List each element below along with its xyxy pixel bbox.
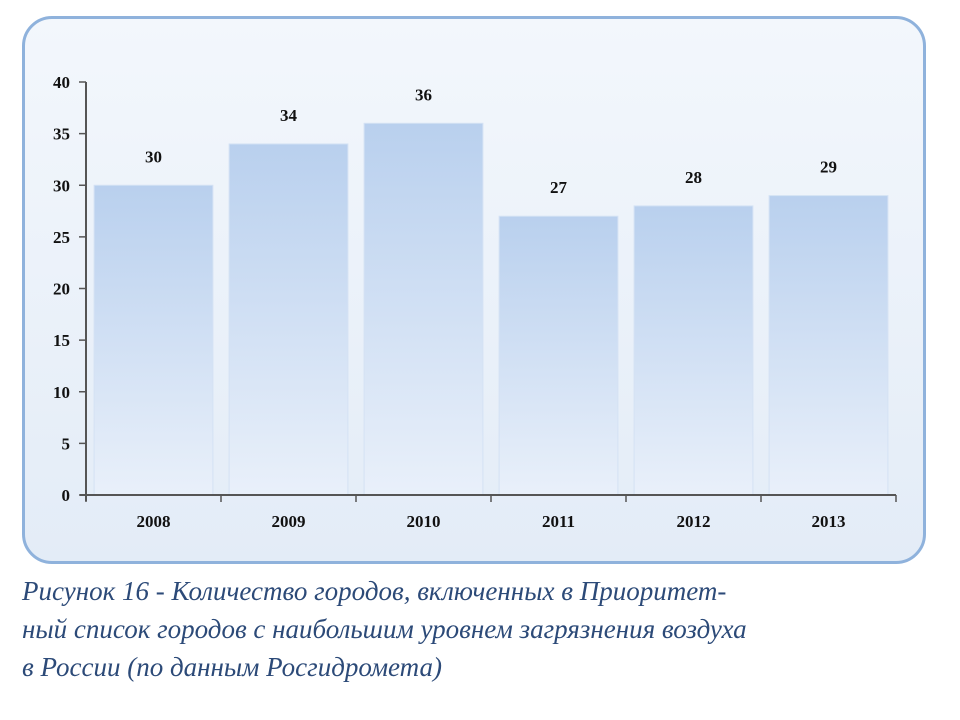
x-tick-label-2009: 2009 xyxy=(272,512,306,531)
figure-caption: Рисунок 16 - Количество городов, включен… xyxy=(22,572,942,686)
bar-2013 xyxy=(768,195,889,496)
caption-line-3: в России (по данным Росгидромета) xyxy=(22,652,443,682)
y-tick-label-15: 15 xyxy=(53,331,70,350)
data-label-2009: 34 xyxy=(280,106,298,125)
x-tick-label-2010: 2010 xyxy=(407,512,441,531)
y-tick-label-40: 40 xyxy=(53,73,70,92)
bar-2012 xyxy=(633,205,754,496)
bar-2008 xyxy=(93,184,214,496)
bar-2009 xyxy=(228,143,349,496)
data-label-2013: 29 xyxy=(820,158,837,177)
data-label-2011: 27 xyxy=(550,178,568,197)
caption-line-1: Рисунок 16 - Количество городов, включен… xyxy=(22,576,727,606)
y-tick-label-25: 25 xyxy=(53,228,70,247)
x-tick-label-2008: 2008 xyxy=(137,512,171,531)
x-tick-label-2011: 2011 xyxy=(542,512,575,531)
y-tick-label-5: 5 xyxy=(62,434,71,453)
axes-layer xyxy=(79,81,897,502)
data-label-2008: 30 xyxy=(145,147,162,166)
x-tick-label-2013: 2013 xyxy=(812,512,846,531)
data-label-2012: 28 xyxy=(685,168,702,187)
x-tick-label-2012: 2012 xyxy=(677,512,711,531)
bar-2011 xyxy=(498,215,619,496)
y-tick-label-35: 35 xyxy=(53,125,70,144)
bar-chart: 30 2008 34 2009 36 2010 27 2011 28 2012 29 2013 0 5 10… xyxy=(53,73,897,531)
bar-2010 xyxy=(363,122,484,496)
labels-layer: 30 2008 34 2009 36 2010 27 2011 28 2012 29 2013 0 5 10… xyxy=(53,73,846,531)
y-tick-label-30: 30 xyxy=(53,176,70,195)
y-tick-label-10: 10 xyxy=(53,383,70,402)
data-label-2010: 36 xyxy=(415,85,432,104)
y-tick-label-20: 20 xyxy=(53,280,70,299)
y-tick-label-0: 0 xyxy=(62,486,71,505)
caption-line-2: ный список городов с наибольшим уровнем … xyxy=(22,614,747,644)
bars-layer xyxy=(93,122,889,496)
